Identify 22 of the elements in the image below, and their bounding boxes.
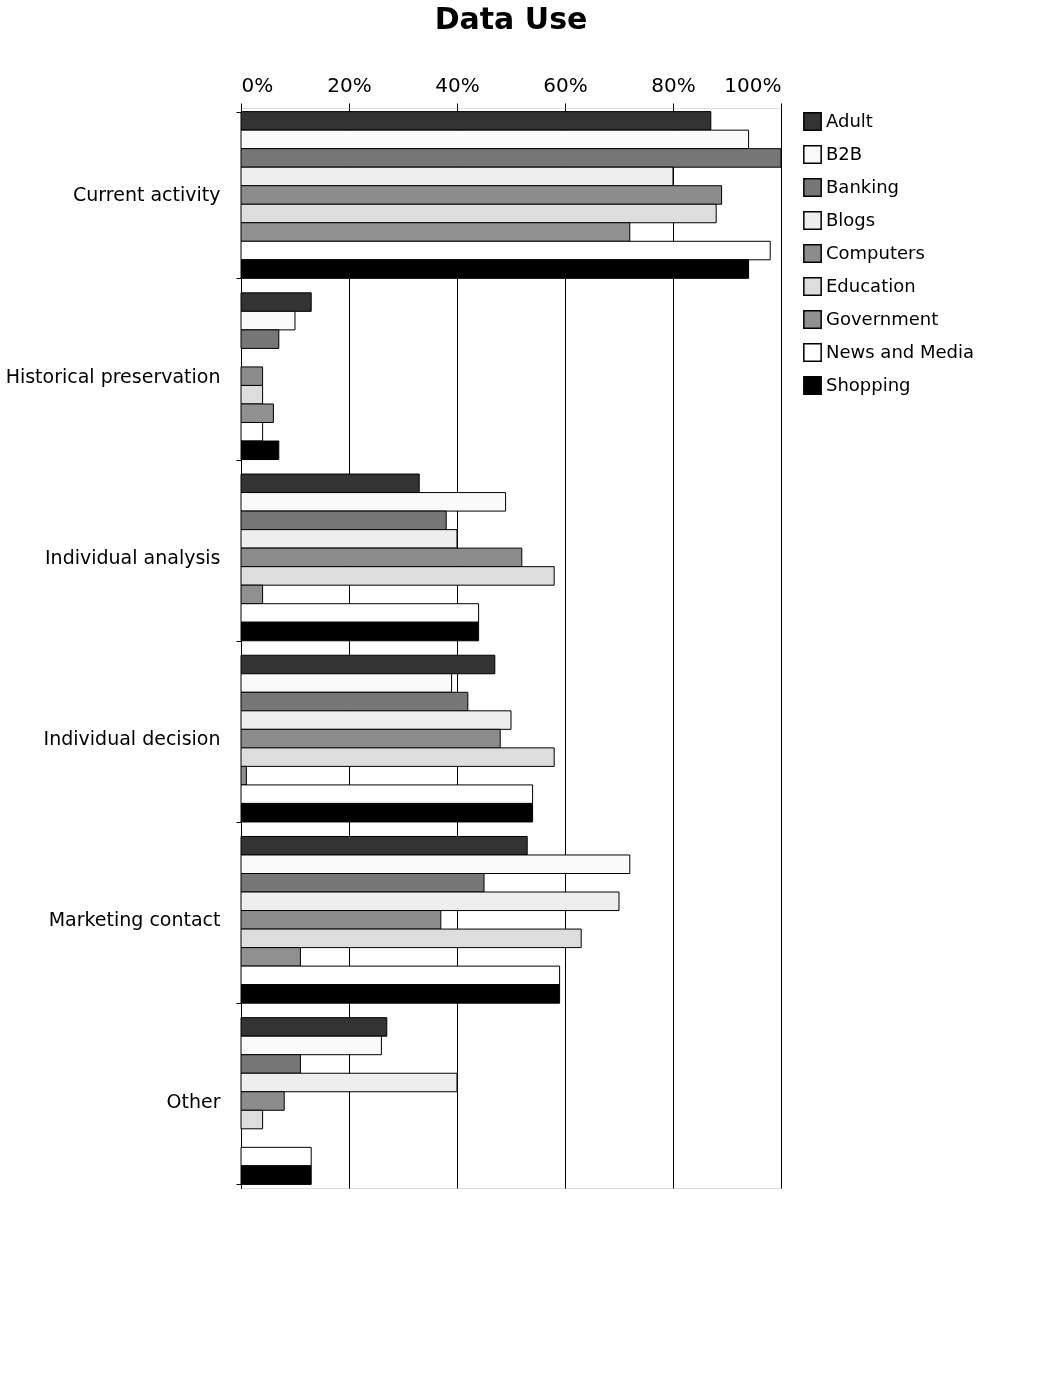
y-tick-label: Individual analysis [45, 545, 221, 568]
legend-label: Banking [826, 175, 900, 197]
x-tick-label: 40% [435, 72, 480, 97]
y-tick-label: Marketing contact [48, 908, 221, 931]
legend-label: Government [826, 307, 939, 329]
legend-label: Computers [826, 241, 925, 263]
y-tick-label: Current activity [73, 183, 221, 206]
legend-label: B2B [826, 142, 863, 164]
legend-label: Shopping [826, 373, 911, 395]
y-tick-label: Other [166, 1089, 221, 1112]
x-tick-label: 100% [724, 72, 782, 97]
legend-label: Adult [826, 109, 873, 131]
x-tick-label: 80% [651, 72, 696, 97]
legend-label: Blogs [826, 208, 876, 230]
legend-label: News and Media [826, 340, 975, 362]
legend-label: Education [826, 274, 916, 296]
y-tick-label: Individual decision [43, 727, 221, 750]
x-tick-label: 0% [241, 72, 274, 97]
x-tick-label: 60% [543, 72, 588, 97]
chart-title: Data Use [434, 1, 588, 36]
y-tick-label: Historical preservation [5, 364, 221, 387]
x-tick-label: 20% [327, 72, 372, 97]
